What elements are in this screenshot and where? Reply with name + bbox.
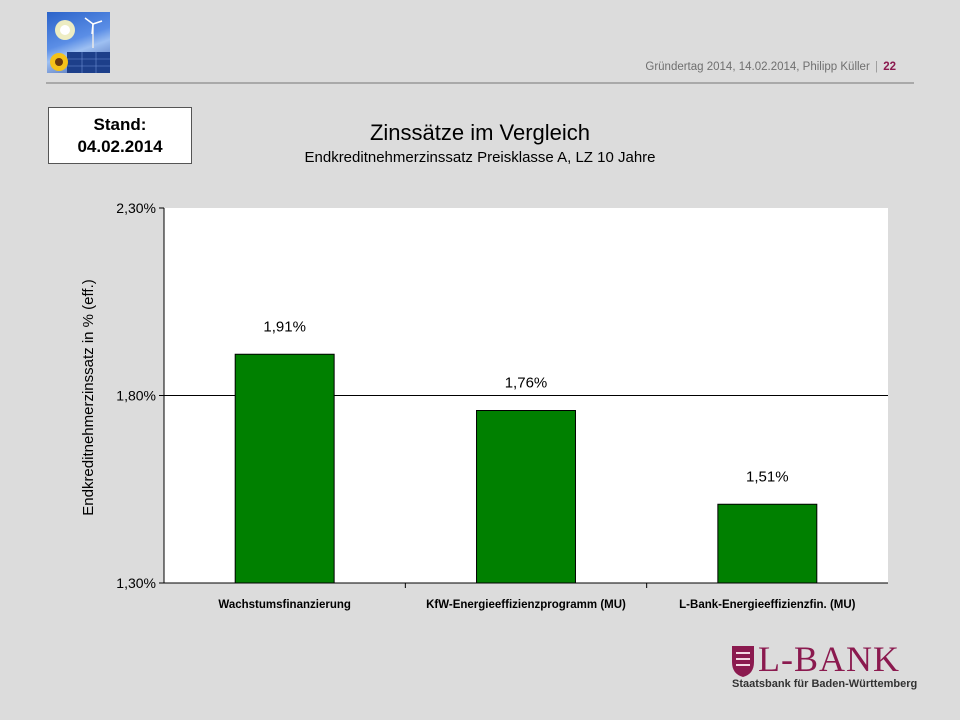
y-tick-label-2: 2,30% (116, 200, 156, 216)
bar-0 (234, 353, 335, 584)
bar-2 (717, 503, 818, 584)
y-tick-label-0: 1,30% (116, 575, 156, 591)
chart-title: Zinssätze im Vergleich (369, 120, 591, 145)
page-number: 22 (883, 61, 896, 73)
category-label-0: Wachstumsfinanzierung (218, 599, 350, 611)
category-label-2: L-Bank-Energieeffizienzfin. (MU) (679, 599, 856, 611)
stand-date-box: Stand: 04.02.2014 (48, 107, 192, 164)
data-label-2: 1,51% (746, 468, 789, 485)
chart-subtitle: Endkreditnehmerzinssatz Preisklasse A, L… (304, 149, 656, 166)
data-label-1: 1,76% (505, 375, 548, 392)
stand-label: Stand: (93, 115, 147, 134)
header-meta: Gründertag 2014, 14.02.2014, Philipp Kül… (645, 61, 896, 73)
stand-date: 04.02.2014 (77, 137, 163, 156)
coat-of-arms-icon (732, 646, 754, 677)
category-label-1: KfW-Energieeffizienzprogramm (MU) (426, 599, 626, 611)
header-logo-image (47, 12, 110, 73)
sun-wind-energy-icon (50, 17, 110, 73)
bar-1 (476, 410, 576, 584)
y-tick-label-1: 1,80% (116, 388, 156, 404)
separator: | (875, 61, 878, 73)
l-bank-logo: L-BANK Staatsbank für Baden-Württemberg (728, 639, 918, 692)
presentation-info: Gründertag 2014, 14.02.2014, Philipp Kül… (645, 61, 870, 73)
l-bank-wordmark: L-BANK (758, 639, 900, 679)
header-divider (46, 82, 914, 84)
data-label-0: 1,91% (263, 318, 306, 335)
l-bank-tagline: Staatsbank für Baden-Württemberg (732, 678, 918, 690)
y-axis-title: Endkreditnehmerzinssatz in % (eff.) (80, 279, 97, 516)
